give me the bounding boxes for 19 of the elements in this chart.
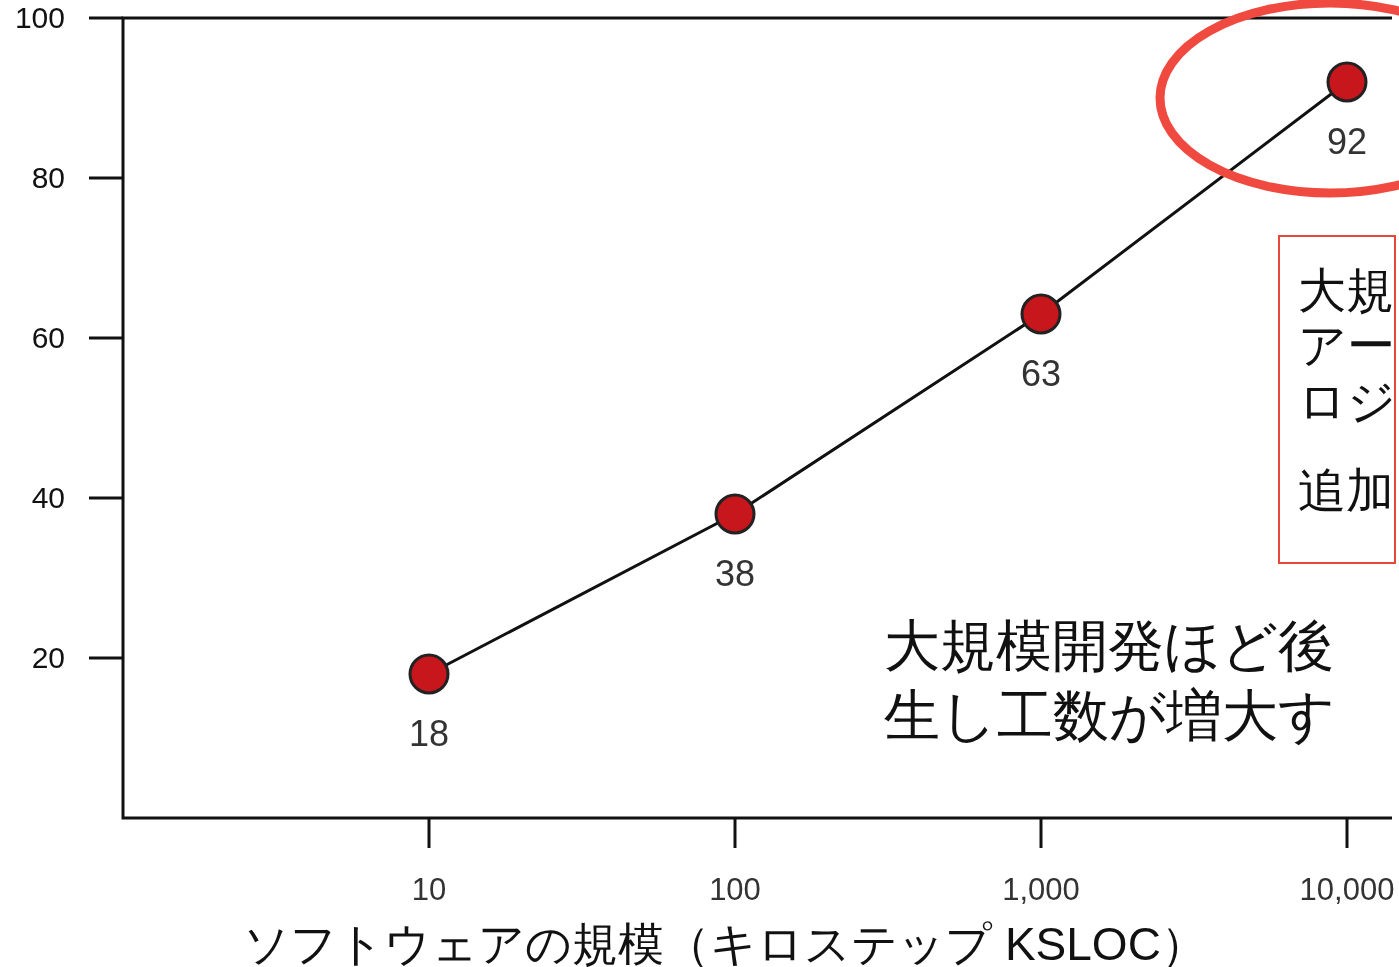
y-tick-label: 20 xyxy=(31,641,65,674)
data-label: 18 xyxy=(408,713,450,754)
x-tick-label: 10,000 xyxy=(1299,872,1395,907)
y-tick-label: 100 xyxy=(14,1,65,34)
x-tick-label: 100 xyxy=(709,872,761,907)
y-tick-label: 80 xyxy=(31,161,65,194)
y-tick-label: 40 xyxy=(31,481,65,514)
annotation: 大規 xyxy=(1298,264,1394,317)
annotation: 追加 xyxy=(1298,464,1394,517)
data-label: 38 xyxy=(714,553,756,594)
data-label: 92 xyxy=(1326,121,1368,162)
annotation: 大規模開発ほど後 xyxy=(884,614,1334,677)
x-tick-label: 10 xyxy=(411,872,447,907)
x-tick-label: 1,000 xyxy=(1002,872,1080,907)
y-tick-label: 60 xyxy=(31,321,65,354)
annotation: 生し工数が増大す xyxy=(884,684,1335,747)
annotation: アー xyxy=(1298,319,1395,372)
data-label: 63 xyxy=(1020,353,1062,394)
annotation: ロジ xyxy=(1298,375,1396,428)
